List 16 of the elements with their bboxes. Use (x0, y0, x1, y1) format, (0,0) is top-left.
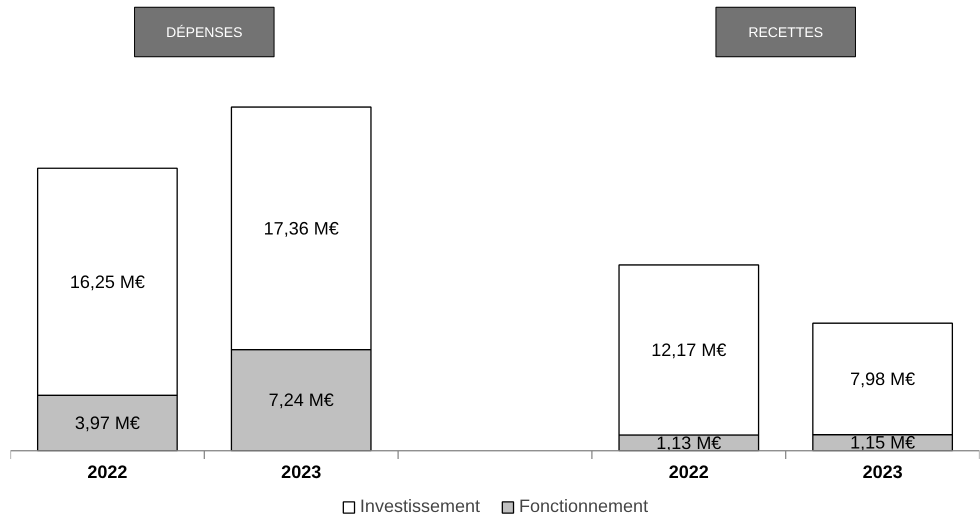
x-tick-label: 2023 (281, 462, 322, 482)
data-label: 16,25 M€ (70, 272, 145, 292)
x-tick-label: 2022 (87, 462, 128, 482)
legend-label: Fonctionnement (518, 496, 648, 517)
x-tick-label: 2022 (668, 462, 709, 482)
text: DÉPENSES (166, 24, 242, 40)
data-label: 7,24 M€ (268, 390, 334, 410)
x-tick-label: 2023 (862, 462, 903, 482)
text: RECETTES (748, 24, 824, 40)
data-label: 7,98 M€ (850, 368, 916, 389)
data-label: 1,15 M€ (850, 432, 916, 453)
data-label: 17,36 M€ (264, 218, 339, 238)
data-label: 12,17 M€ (651, 340, 726, 360)
legend-label: Investissement (360, 496, 480, 517)
data-label: 1,13 M€ (656, 432, 722, 453)
data-label: 3,97 M€ (74, 413, 140, 434)
